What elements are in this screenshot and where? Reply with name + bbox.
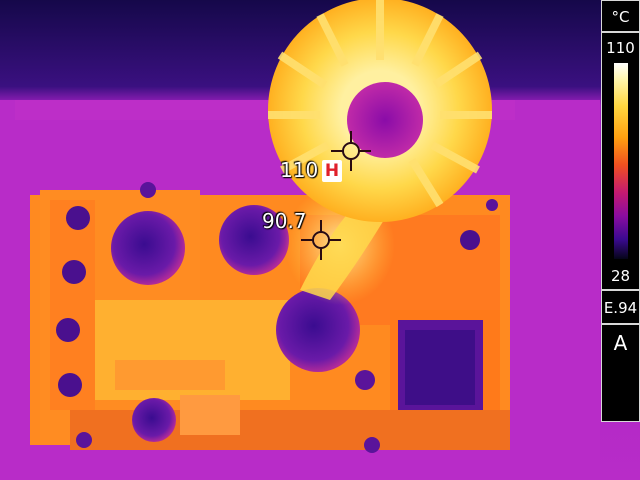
max-temp-crosshair xyxy=(331,131,371,171)
mode-label[interactable]: A xyxy=(601,324,640,422)
hot-spot-marker: H xyxy=(322,160,342,182)
toroid-inductor xyxy=(268,0,492,222)
center-crosshair xyxy=(301,220,341,260)
max-temp-value: 110 xyxy=(280,158,319,182)
color-palette-bar xyxy=(614,63,628,259)
center-temp-value: 90.7 xyxy=(262,209,307,233)
capacitors xyxy=(56,182,498,453)
temperature-scale: 110 28 xyxy=(601,32,640,290)
emissivity-label: E.94 xyxy=(601,290,640,324)
scale-min-label: 28 xyxy=(610,267,631,285)
unit-label: °C xyxy=(601,0,640,32)
scale-max-label: 110 xyxy=(606,39,635,57)
